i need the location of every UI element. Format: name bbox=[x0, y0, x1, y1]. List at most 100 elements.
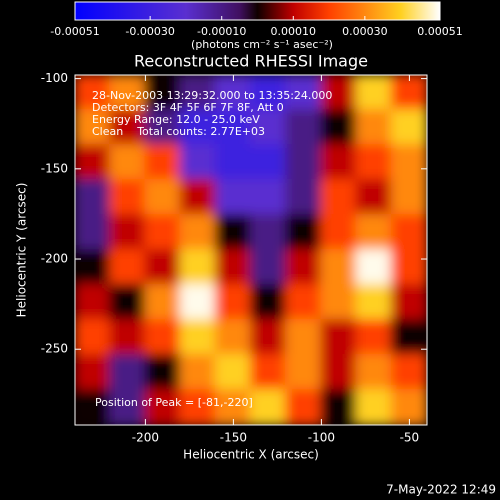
heat-cell bbox=[144, 284, 182, 321]
heat-cell bbox=[109, 354, 147, 391]
heat-cell bbox=[355, 179, 393, 216]
heat-cell bbox=[355, 389, 393, 425]
heat-cell bbox=[250, 109, 288, 146]
footer: 7-May-2022 12:49 bbox=[386, 483, 496, 497]
y-tick-label: -200 bbox=[41, 252, 68, 266]
colorbar-tick-label: 0.00030 bbox=[342, 25, 388, 38]
heat-cell bbox=[75, 214, 112, 251]
heat-cell bbox=[179, 179, 217, 216]
heat-cell bbox=[355, 144, 393, 181]
heat-cell bbox=[285, 389, 323, 425]
heat-cell bbox=[144, 75, 182, 111]
heat-cell bbox=[320, 284, 358, 321]
heat-cell bbox=[179, 144, 217, 181]
heat-cell bbox=[320, 179, 358, 216]
heat-cell bbox=[285, 354, 323, 391]
heat-cell bbox=[250, 389, 288, 425]
heat-cell bbox=[144, 249, 182, 286]
heat-cell bbox=[250, 75, 288, 111]
heat-cell bbox=[250, 249, 288, 286]
colorbar-tick-label: 0.00010 bbox=[271, 25, 317, 38]
heat-cell bbox=[109, 389, 147, 425]
annotation: 28-Nov-2003 13:29:32.000 to 13:35:24.000 bbox=[92, 89, 332, 102]
annotation: Detectors: 3F 4F 5F 6F 7F 8F, Att 0 bbox=[92, 101, 284, 114]
heat-cell bbox=[390, 144, 427, 181]
heat-cell bbox=[144, 214, 182, 251]
heat-cell bbox=[75, 284, 112, 321]
heat-cell bbox=[109, 249, 147, 286]
heat-cell bbox=[285, 284, 323, 321]
heat-cell bbox=[320, 319, 358, 356]
heat-cell bbox=[390, 109, 427, 146]
heat-cell bbox=[179, 389, 217, 425]
x-tick-label: -150 bbox=[220, 431, 247, 445]
y-tick-label: -150 bbox=[41, 161, 68, 175]
colorbar bbox=[74, 1, 441, 21]
heat-cell bbox=[355, 249, 393, 286]
heat-cell bbox=[390, 249, 427, 286]
y-tick-label: -100 bbox=[41, 71, 68, 85]
heat-cell bbox=[179, 109, 217, 146]
heat-cell bbox=[285, 249, 323, 286]
colorbar-tick-label: -0.00010 bbox=[197, 25, 246, 38]
heat-cell bbox=[75, 144, 112, 181]
heat-cell bbox=[109, 75, 147, 111]
heat-cell bbox=[144, 354, 182, 391]
heat-cell bbox=[109, 109, 147, 146]
heat-cell bbox=[144, 319, 182, 356]
x-tick-label: -50 bbox=[400, 431, 420, 445]
heat-cell bbox=[75, 75, 112, 111]
heat-cell bbox=[320, 249, 358, 286]
cells bbox=[75, 75, 427, 425]
heat-cell bbox=[144, 109, 182, 146]
heat-cell bbox=[179, 214, 217, 251]
heat-cell bbox=[390, 319, 427, 356]
colorbar-tick-label: -0.00030 bbox=[125, 25, 174, 38]
heat-cell bbox=[179, 75, 217, 111]
heat-cell bbox=[75, 354, 112, 391]
chart-title: Reconstructed RHESSI Image bbox=[134, 52, 368, 71]
heat-cell bbox=[214, 109, 252, 146]
heat-cell bbox=[109, 284, 147, 321]
heat-cell bbox=[285, 75, 323, 111]
heat-cell bbox=[285, 109, 323, 146]
heat-cell bbox=[320, 75, 358, 111]
heat-cell bbox=[320, 109, 358, 146]
x-tick-label: -200 bbox=[132, 431, 159, 445]
x-axis-label: Heliocentric X (arcsec) bbox=[183, 448, 319, 462]
colorbar-tick-label: -0.00051 bbox=[50, 25, 99, 38]
colorbar-tick-label: 0.00051 bbox=[417, 25, 463, 38]
heat-cell bbox=[179, 284, 217, 321]
heat-cell bbox=[109, 214, 147, 251]
heat-cell bbox=[355, 284, 393, 321]
peak-annotation: Position of Peak = [-81,-220] bbox=[95, 396, 253, 409]
heat-cell bbox=[355, 214, 393, 251]
heat-cell bbox=[214, 144, 252, 181]
heat-cell bbox=[250, 214, 288, 251]
y-tick-label: -250 bbox=[41, 342, 68, 356]
heat-cell bbox=[214, 284, 252, 321]
heat-cell bbox=[285, 319, 323, 356]
heat-cell bbox=[285, 179, 323, 216]
heat-cell bbox=[179, 319, 217, 356]
heat-cell bbox=[355, 75, 393, 111]
heat-cell bbox=[390, 354, 427, 391]
heat-cell bbox=[75, 179, 112, 216]
heat-cell bbox=[355, 354, 393, 391]
heat-cell bbox=[250, 319, 288, 356]
heat-cell bbox=[144, 389, 182, 425]
heat-cell bbox=[214, 249, 252, 286]
heat-cell bbox=[250, 144, 288, 181]
heat-cell bbox=[75, 389, 112, 425]
heat-cell bbox=[179, 354, 217, 391]
heat-cell bbox=[250, 354, 288, 391]
heat-cell bbox=[144, 144, 182, 181]
heat-cell bbox=[355, 109, 393, 146]
heat-cell bbox=[109, 319, 147, 356]
heat-cell bbox=[214, 319, 252, 356]
heat-cell bbox=[320, 354, 358, 391]
heat-cell bbox=[109, 179, 147, 216]
heat-cell bbox=[75, 249, 112, 286]
heat-cell bbox=[320, 389, 358, 425]
